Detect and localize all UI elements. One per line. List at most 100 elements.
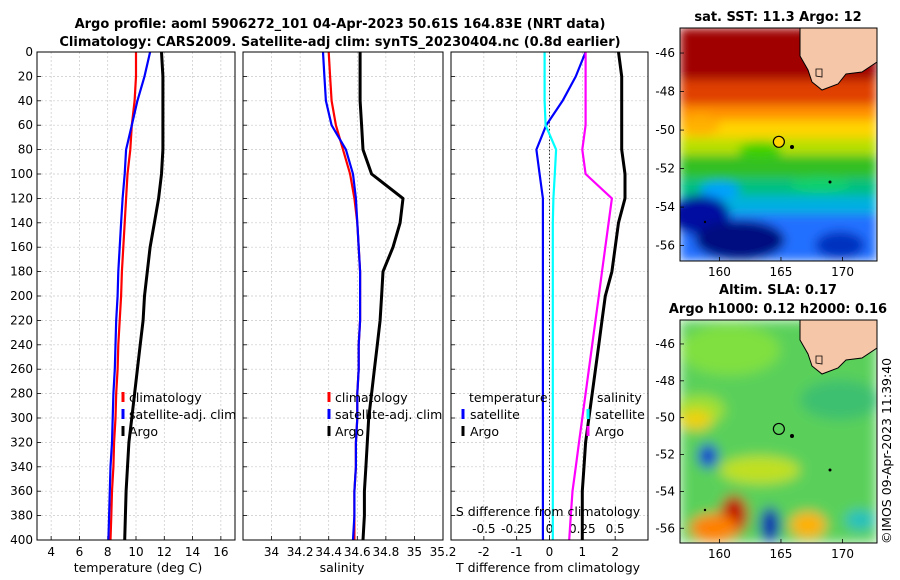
map-y-tick-label: -56 <box>655 521 675 535</box>
sst-auckland-islands <box>790 145 794 149</box>
y-tick-label: 60 <box>18 118 33 132</box>
difference-top-xlabel: S difference from climatology <box>456 504 641 519</box>
sst-argo-marker <box>772 135 785 148</box>
top-x-tick-label: 0 <box>546 522 554 536</box>
x-tick-label: 34 <box>264 545 279 559</box>
x-tick-label: 10 <box>128 545 143 559</box>
sst-macquarie-island <box>703 220 707 224</box>
y-tick-label: 400 <box>10 533 33 547</box>
sla-map-title: Altim. SLA: 0.17 <box>719 283 837 298</box>
sla-field <box>680 320 877 543</box>
map-x-tick-label: 160 <box>708 265 731 279</box>
series-line-temperature-argo <box>580 51 627 540</box>
plot-frame <box>450 51 649 541</box>
legend-label: climatology <box>129 390 202 405</box>
salinity-profile-panel: 34 34.2 34.4 34.6 34.8 35 35.2 climatology satel… <box>242 51 456 559</box>
x-tick-label: 34.4 <box>315 545 342 559</box>
map-y-tick-label: -52 <box>655 448 675 462</box>
header-line-1: Argo profile: aoml 5906272_101 04-Apr-20… <box>75 17 606 32</box>
y-tick-label: 200 <box>10 289 33 303</box>
legend-label: satellite <box>470 407 520 422</box>
map-y-tick-label: -54 <box>655 200 675 214</box>
map-y-tick-label: -52 <box>655 162 675 176</box>
y-tick-label: 360 <box>10 484 33 498</box>
sst-map: sat. SST: 11.3 Argo: 12 <box>655 10 878 279</box>
y-tick-label: 260 <box>10 362 33 376</box>
imos-timestamp: ©IMOS 09-Apr-2023 11:39:40 <box>879 358 894 544</box>
series-line-argo <box>123 51 165 541</box>
y-tick-label: 140 <box>10 216 33 230</box>
map-y-tick-label: -46 <box>655 46 675 60</box>
x-tick-label: 16 <box>213 545 228 559</box>
legend-label: Argo <box>470 424 499 439</box>
series-line-salinity-satellite <box>543 52 558 540</box>
legend-label: Argo <box>335 424 364 439</box>
x-tick-label: 6 <box>76 545 84 559</box>
plot-frame <box>36 51 236 541</box>
y-tick-label: 320 <box>10 435 33 449</box>
top-x-tick-label: -0.25 <box>501 522 532 536</box>
map-x-tick-label: 165 <box>770 547 793 561</box>
legend-label: climatology <box>335 390 408 405</box>
y-tick-label: 300 <box>10 411 33 425</box>
sst-map-title: sat. SST: 11.3 Argo: 12 <box>694 10 861 25</box>
x-tick-label: 4 <box>47 545 55 559</box>
x-tick-label: 1 <box>579 545 587 559</box>
sla-map-frame <box>679 319 878 544</box>
legend-label: Argo <box>595 424 624 439</box>
series-line-satellite-adj-clim <box>321 51 362 541</box>
legend-label: satellite <box>595 407 645 422</box>
x-tick-label: 2 <box>611 545 619 559</box>
map-x-tick-label: 160 <box>708 547 731 561</box>
sst-land-stewart-island <box>815 68 823 78</box>
sla-map-subtitle: Argo h1000: 0.12 h2000: 0.16 <box>669 302 887 317</box>
y-tick-label: 240 <box>10 338 33 352</box>
legend-label: satellite-adj. clim <box>335 407 442 422</box>
sla-macquarie-island <box>703 508 707 512</box>
x-tick-label: 0 <box>546 545 554 559</box>
legend-label: satellite-adj. clim <box>129 407 236 422</box>
sla-land-stewart-island <box>815 355 823 365</box>
x-tick-label: -2 <box>478 545 490 559</box>
x-tick-label: 35 <box>407 545 422 559</box>
y-tick-label: 20 <box>18 69 33 83</box>
legend-label: Argo <box>129 424 158 439</box>
legend-title-temperature: temperature <box>469 390 548 405</box>
y-tick-label: 120 <box>10 191 33 205</box>
x-tick-label: 14 <box>185 545 200 559</box>
series-line-salinity-argo <box>568 52 614 541</box>
map-y-tick-label: -50 <box>655 123 675 137</box>
x-tick-label: 34.2 <box>287 545 314 559</box>
x-tick-label: 8 <box>104 545 112 559</box>
x-tick-label: 34.8 <box>372 545 399 559</box>
sst-map-axes: 160 165 170 -46 -48 -50 -52 -54 -56 <box>655 46 854 279</box>
map-x-tick-label: 170 <box>831 265 854 279</box>
map-x-tick-label: 165 <box>770 265 793 279</box>
sst-map-frame <box>679 27 878 262</box>
map-y-tick-label: -50 <box>655 411 675 425</box>
y-tick-label: 220 <box>10 313 33 327</box>
y-tick-label: 380 <box>10 509 33 523</box>
sla-map-axes: 160 165 170 -46 -48 -50 -52 -54 -56 <box>655 337 854 561</box>
y-tick-label: 280 <box>10 387 33 401</box>
map-y-tick-label: -46 <box>655 337 675 351</box>
temperature-xlabel: temperature (deg C) <box>74 560 203 575</box>
temperature-profile-panel: 0 20 40 60 80 100 120 140 160 180 200 220 240 260 280 3… <box>10 45 236 559</box>
y-tick-label: 180 <box>10 265 33 279</box>
series-line-climatology <box>109 52 138 541</box>
map-x-tick-label: 170 <box>831 547 854 561</box>
plot-frame <box>242 51 444 541</box>
salinity-xlabel: salinity <box>320 560 365 575</box>
y-tick-label: 80 <box>18 143 33 157</box>
series-line-argo <box>358 52 405 541</box>
difference-xlabel: T difference from climatology <box>455 560 641 575</box>
y-tick-label: 40 <box>18 94 33 108</box>
sst-campbell-island <box>828 180 832 184</box>
sla-auckland-islands <box>790 434 794 438</box>
x-tick-label: -1 <box>511 545 523 559</box>
y-tick-label: 340 <box>10 460 33 474</box>
series-line-temperature-satellite <box>535 51 587 540</box>
top-x-tick-label: 0.5 <box>606 522 625 536</box>
